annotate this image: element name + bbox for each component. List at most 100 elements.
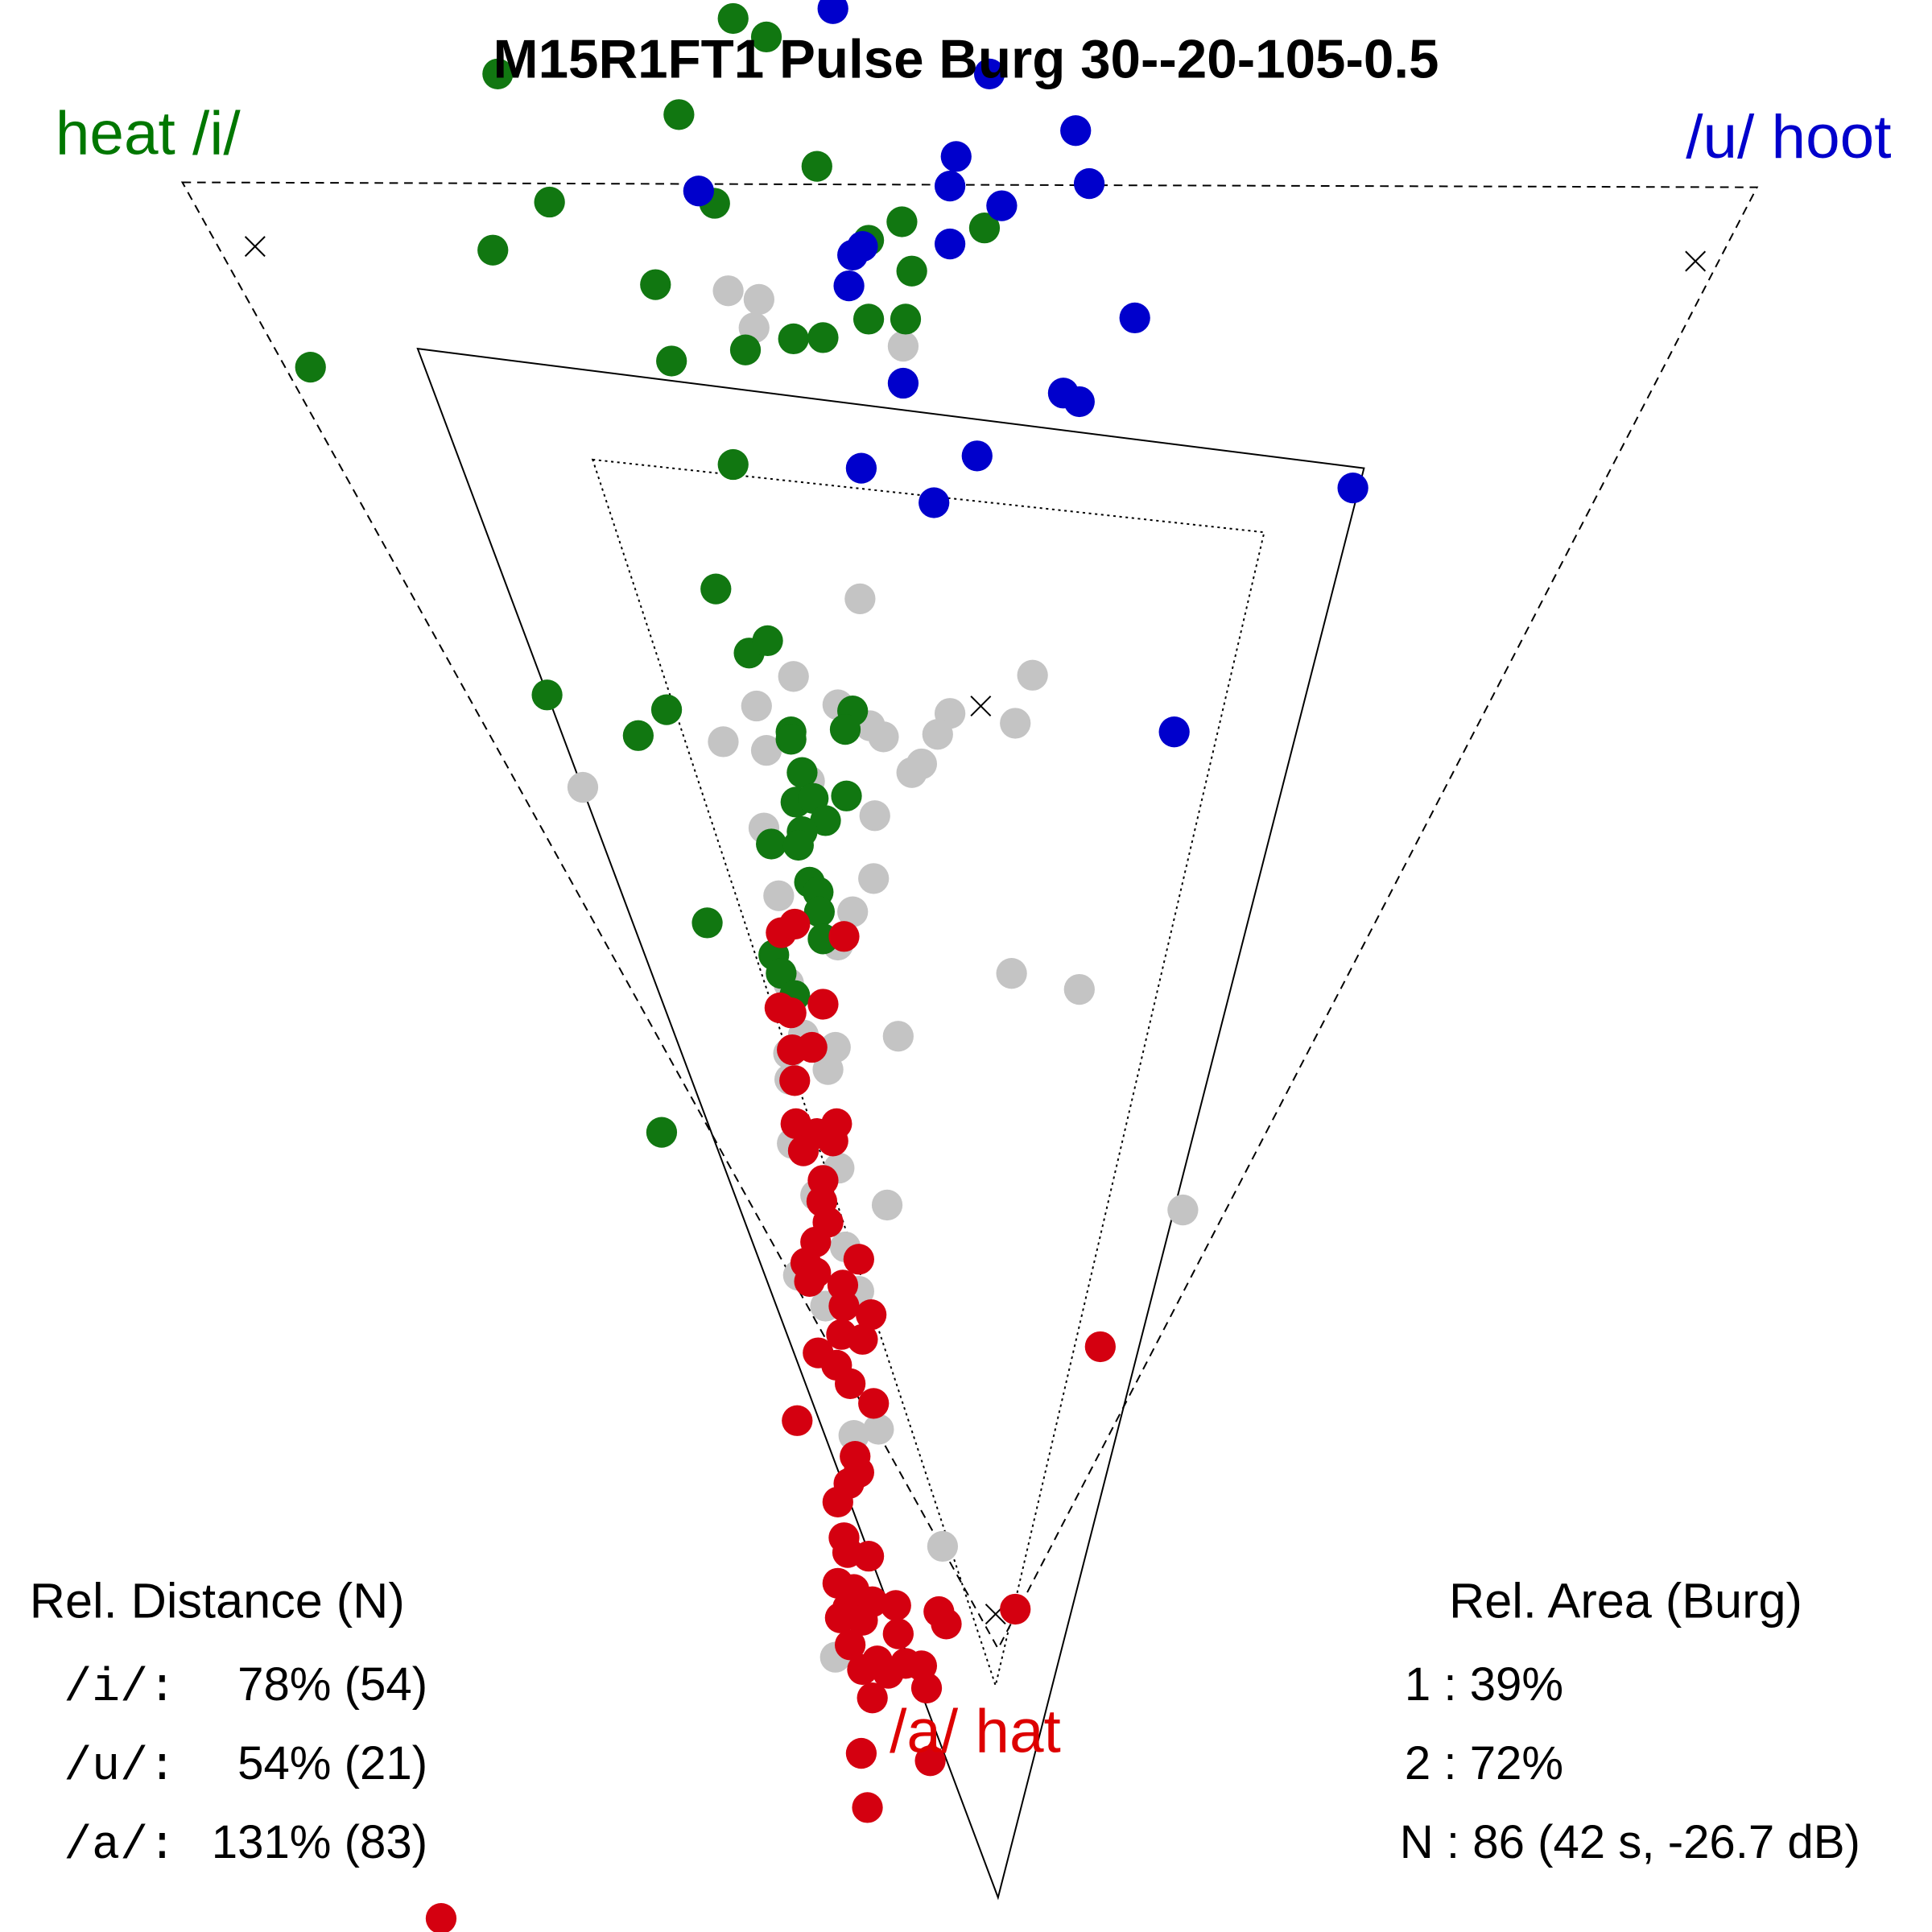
legend-left-value-u: 54% (21) — [237, 1737, 427, 1790]
legend-right-heading: Rel. Area (Burg) — [1449, 1574, 1802, 1629]
point-i — [656, 345, 687, 377]
point-other — [887, 330, 919, 362]
point-other — [778, 661, 809, 692]
legend-right-label: 1 — [1405, 1658, 1430, 1711]
point-a — [779, 908, 811, 940]
point-i — [663, 99, 695, 130]
point-a — [856, 1299, 887, 1331]
point-other — [858, 863, 890, 894]
point-a — [775, 997, 807, 1029]
point-i — [829, 713, 861, 745]
point-i — [807, 322, 839, 353]
point-a — [910, 1672, 943, 1704]
point-u — [1063, 386, 1095, 418]
point-i — [750, 21, 782, 53]
point-a — [828, 1290, 860, 1322]
point-i — [890, 303, 922, 335]
point-a — [834, 1368, 866, 1400]
point-u — [683, 175, 714, 207]
point-u — [1158, 716, 1190, 748]
point-a — [843, 1244, 874, 1275]
point-i — [852, 303, 885, 335]
point-a — [852, 1541, 885, 1572]
point-i — [646, 1117, 678, 1148]
point-i — [786, 757, 818, 788]
point-i — [531, 679, 563, 711]
point-other — [1000, 708, 1031, 739]
point-u — [845, 452, 877, 484]
point-i — [782, 829, 814, 861]
point-other — [567, 771, 599, 803]
point-other — [812, 1054, 844, 1085]
point-i — [775, 724, 807, 755]
point-a — [782, 1405, 813, 1436]
legend-right-row-2: 2 : 72% — [1405, 1737, 1563, 1790]
point-i — [650, 694, 683, 725]
point-a — [880, 1590, 911, 1621]
point-other — [868, 721, 899, 753]
point-a — [777, 1034, 808, 1066]
point-i — [729, 334, 762, 365]
point-i — [477, 234, 509, 266]
legend-right-label: 2 — [1405, 1737, 1430, 1790]
point-i — [778, 323, 809, 355]
legend-right-sep: : — [1430, 1658, 1469, 1711]
point-other — [863, 1414, 894, 1445]
point-i — [886, 206, 918, 237]
point-u — [1337, 472, 1368, 504]
triangle-inner-dotted — [591, 458, 1265, 1689]
legend-right-sep: : — [1434, 1816, 1472, 1868]
point-a — [817, 1125, 848, 1157]
legend-left-value-a: 131% (83) — [212, 1816, 427, 1868]
point-i — [810, 805, 841, 836]
vowel-label-u: /u/ hoot — [1686, 103, 1891, 171]
point-i — [801, 151, 832, 182]
point-other — [708, 726, 739, 758]
point-a — [807, 989, 839, 1020]
point-other — [871, 1189, 903, 1221]
legend-right-value: 86 (42 s, -26.7 dB) — [1472, 1816, 1860, 1868]
point-a — [822, 1486, 853, 1517]
point-other — [712, 275, 744, 307]
point-a — [1084, 1331, 1116, 1363]
point-i — [691, 907, 723, 939]
centroid-x-marker — [244, 236, 266, 258]
legend-right-value: 39% — [1470, 1658, 1563, 1711]
point-other — [859, 800, 890, 832]
point-other — [927, 1530, 959, 1563]
point-a — [828, 921, 860, 952]
point-u — [1060, 115, 1092, 147]
point-u — [837, 239, 869, 270]
point-a — [845, 1737, 877, 1769]
legend-left-value-i: 78% (54) — [237, 1658, 427, 1711]
point-a — [852, 1792, 883, 1823]
point-i — [831, 780, 862, 811]
point-other — [896, 757, 927, 788]
point-i — [534, 186, 565, 218]
point-u — [940, 141, 972, 172]
vowel-label-i: heat /i/ — [56, 99, 241, 167]
point-u — [973, 58, 1005, 89]
point-a — [794, 1265, 825, 1297]
point-a — [858, 1388, 890, 1419]
legend-left-label-i: /i/: — [64, 1662, 176, 1715]
centroid-x-marker — [970, 696, 992, 716]
legend-left-label-a: /a/: — [64, 1820, 176, 1872]
triangle-outer-dashed — [180, 181, 1759, 1651]
point-i — [717, 2, 749, 35]
legend-right-row-1: 1 : 39% — [1405, 1658, 1563, 1711]
point-u — [817, 0, 848, 24]
point-other — [922, 719, 953, 750]
point-i — [756, 828, 787, 860]
point-a — [873, 1657, 904, 1689]
point-other — [1017, 659, 1048, 691]
point-i — [896, 255, 927, 287]
point-a — [425, 1903, 457, 1932]
legend-left-label-u: /u/: — [64, 1741, 176, 1794]
point-a — [834, 1629, 866, 1661]
point-other — [1063, 973, 1095, 1005]
point-a — [857, 1682, 888, 1714]
point-other — [996, 958, 1027, 989]
point-a — [847, 1323, 878, 1355]
